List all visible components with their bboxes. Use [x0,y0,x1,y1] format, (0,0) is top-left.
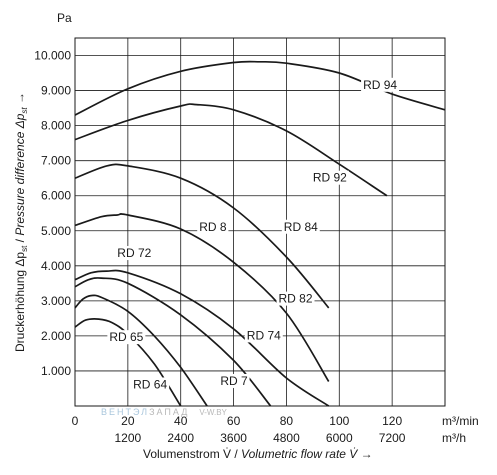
curve-label-rd-84: RD 84 [284,220,318,234]
curve-label-bg-rd-92 [310,170,349,185]
curve-label-bg-rd-94 [361,77,400,92]
y-axis-title-en-sub: st [20,107,29,114]
curve-rd-74 [74,269,330,407]
curve-label-rd-65: RD 65 [109,330,143,344]
x-tick-label-primary: 60 [227,414,241,428]
curve-label-rd-8: RD 8 [199,220,227,234]
x-unit-primary: m³/min [442,414,479,428]
curve-rd-72 [74,277,272,407]
curve-label-rd-74: RD 74 [247,328,281,342]
watermark: ВЕНТЭЛЗАПАД V-W.BY [101,407,228,417]
curve-label-bg-rd-82 [276,291,315,306]
x-unit-secondary: m³/h [442,431,466,445]
y-tick-label: 10.000 [34,49,71,63]
y-tick-label: 8.000 [41,119,71,133]
curve-label-bg-rd-72 [115,246,154,261]
x-tick-label-secondary: 2400 [167,431,194,445]
curve-label-bg-rd-8 [197,219,229,234]
curve-label-bg-rd-7 [218,373,250,388]
curve-rd-92 [74,103,388,197]
watermark-left: ВЕНТЭЛ [101,407,149,417]
x-tick-label-secondary: 3600 [220,431,247,445]
y-tick-label: 7.000 [41,154,71,168]
y-unit-label: Pa [57,11,72,25]
curve-labels: RD 94 RD 92 RD 84 RD 8 RD 82 RD 74 RD 72 RD 65 R… [107,77,400,392]
x-axis-title-arrow: → [357,447,372,461]
x-tick-label-primary: 100 [329,414,349,428]
curve-label-bg-rd-74 [244,328,283,343]
watermark-right: V-W.BY [199,408,227,417]
y-tick-label: 1.000 [41,364,71,378]
y-axis-title-sep: / [13,236,27,246]
curve-label-rd-72: RD 72 [117,246,151,260]
x-tick-label-secondary: 4800 [273,431,300,445]
curve-rd-65 [74,294,208,407]
y-tick-label: 5.000 [41,224,71,238]
y-tick-label: 6.000 [41,189,71,203]
x-tick-label-primary: 40 [174,414,188,428]
x-tick-label-primary: 120 [382,414,402,428]
curve-label-bg-rd-84 [281,219,320,234]
plot-area [75,38,445,406]
curve-label-rd-7: RD 7 [220,374,248,388]
axis-ticks: 1.000 2.000 3.000 4.000 5.000 6.000 7.000 8.000… [34,49,406,445]
y-axis-title-en: Pressure difference Δp [13,113,27,235]
x-tick-label-primary: 20 [121,414,135,428]
x-tick-label-secondary: 7200 [379,431,406,445]
x-tick-label-primary: 0 [72,414,79,428]
y-tick-label: 4.000 [41,259,71,273]
x-axis-title-en: Volumetric flow rate V̇ [241,447,358,461]
y-axis-title-de: Druckerhöhung Δp [13,252,27,352]
curve-label-rd-64: RD 64 [133,377,167,391]
x-tick-label-secondary: 1200 [115,431,142,445]
y-axis-title-arrow: → [13,92,27,107]
curve-label-rd-94: RD 94 [363,78,397,92]
curve-label-rd-82: RD 82 [279,292,313,306]
y-tick-label: 3.000 [41,294,71,308]
curve-rd-64 [74,318,182,407]
curve-rd-84 [74,163,330,309]
curve-label-bg-rd-64 [131,377,170,392]
x-axis-title-de: Volumenstrom V̇ / [143,447,241,461]
performance-curves [74,60,446,407]
x-axis-title: Volumenstrom V̇ / Volumetric flow rate V… [143,447,373,461]
y-axis-title-de-sub: st [20,245,29,252]
plot-frame [74,37,446,407]
y-axis-title: Druckerhöhung Δpst / Pressure difference… [13,92,29,352]
curve-label-bg-rd-65 [107,330,146,345]
x-tick-label-primary: 80 [280,414,294,428]
x-tick-label-secondary: 6000 [326,431,353,445]
watermark-mid: ЗАПАД [149,407,189,417]
y-tick-label: 9.000 [41,84,71,98]
curve-label-rd-92: RD 92 [313,171,347,185]
curve-rd-82 [74,213,330,382]
y-tick-label: 2.000 [41,329,71,343]
